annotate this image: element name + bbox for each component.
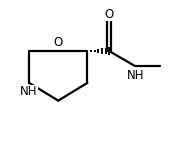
Text: O: O [105,8,114,21]
Text: O: O [54,36,63,49]
Text: NH: NH [127,69,144,82]
Text: NH: NH [20,85,38,98]
